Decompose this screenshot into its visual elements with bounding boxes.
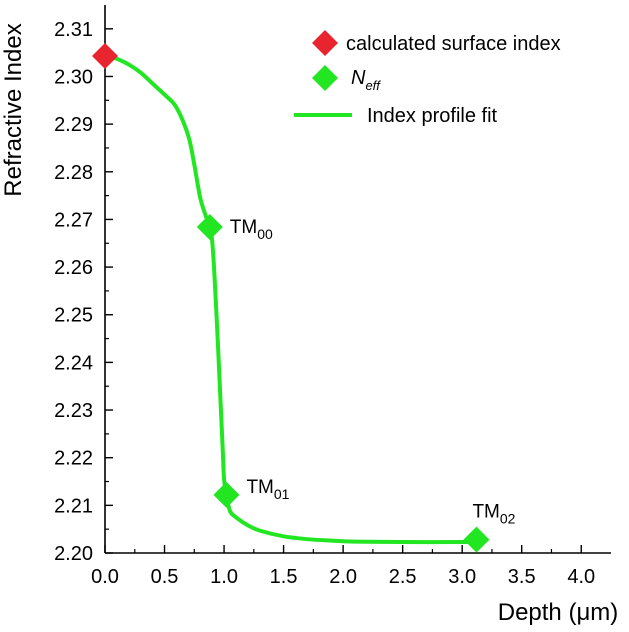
y-tick-label: 2.20 — [54, 543, 93, 565]
y-tick-label: 2.26 — [54, 257, 93, 279]
x-tick-label: 4.0 — [567, 566, 595, 588]
y-tick-label: 2.30 — [54, 66, 93, 88]
legend-neff-marker — [312, 65, 338, 91]
series-layer: TM00 TM01 TM02 — [92, 42, 516, 553]
x-tick-label: 2.0 — [329, 566, 357, 588]
legend: calculated surface index Neff Index profil… — [294, 30, 561, 127]
x-tick-label: 1.0 — [210, 566, 238, 588]
y-tick-label: 2.22 — [54, 448, 93, 470]
y-tick-label: 2.24 — [54, 352, 93, 374]
mode-label: TM00 — [230, 217, 273, 242]
y-tick-label: 2.25 — [54, 305, 93, 327]
neff-point — [463, 526, 490, 553]
y-tick-label: 2.21 — [54, 495, 93, 517]
mode-label: TM02 — [472, 502, 515, 527]
neff-point — [196, 214, 223, 241]
legend-surface-label: calculated surface index — [346, 33, 561, 55]
x-tick-label: 3.0 — [448, 566, 476, 588]
x-axis-title: Depth (μm) — [498, 599, 619, 626]
y-axis-title: Refractive Index — [0, 23, 27, 196]
y-tick-label: 2.27 — [54, 209, 93, 231]
x-tick-label: 3.5 — [508, 566, 536, 588]
y-tick-label: 2.23 — [54, 400, 93, 422]
mode-label: TM01 — [246, 477, 289, 502]
index-profile-fit-line — [103, 53, 479, 545]
neff-point — [213, 481, 240, 508]
y-tick-label: 2.29 — [54, 114, 93, 136]
y-tick-label: 2.28 — [54, 162, 93, 184]
legend-surface-marker — [312, 30, 338, 56]
legend-neff-label: Neff — [351, 67, 381, 93]
axes: 0.0 0.5 1.0 1.5 2.0 2.5 3.0 3.5 4.0 2.20 2.21 2.22 2… — [0, 5, 618, 626]
x-tick-label: 0.5 — [151, 566, 179, 588]
x-tick-label: 0.0 — [91, 566, 119, 588]
x-tick-label: 2.5 — [389, 566, 417, 588]
x-tick-label: 1.5 — [270, 566, 298, 588]
legend-fit-label: Index profile fit — [367, 105, 498, 127]
y-tick-label: 2.31 — [54, 19, 93, 41]
surface-index-point — [92, 42, 118, 69]
